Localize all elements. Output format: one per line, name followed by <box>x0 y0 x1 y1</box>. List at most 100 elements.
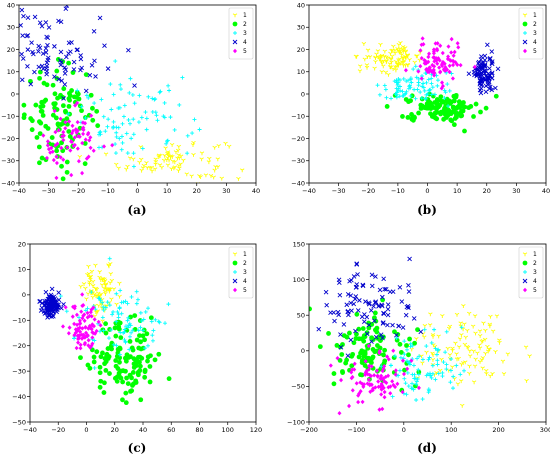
data-point <box>397 57 403 62</box>
data-point <box>130 92 135 97</box>
data-point <box>123 400 129 406</box>
data-point <box>448 380 453 385</box>
data-point <box>375 55 381 60</box>
series-5 <box>60 292 103 351</box>
data-point <box>465 328 470 333</box>
data-point <box>369 272 375 278</box>
legend-label: 3 <box>533 269 537 276</box>
data-point <box>41 309 47 314</box>
data-point <box>384 104 390 109</box>
data-point <box>497 338 502 343</box>
data-point <box>416 385 421 391</box>
data-point <box>396 77 401 82</box>
data-point <box>152 167 158 172</box>
data-point <box>92 317 97 322</box>
data-point <box>382 54 387 59</box>
data-point <box>78 67 83 73</box>
legend-marker <box>233 31 237 35</box>
data-point <box>142 374 148 380</box>
data-point <box>438 94 444 100</box>
data-point <box>367 363 372 369</box>
data-point <box>382 389 387 395</box>
data-point <box>106 336 111 341</box>
data-point <box>354 331 359 337</box>
data-point <box>372 318 377 324</box>
data-point <box>105 66 111 71</box>
data-point <box>78 53 83 58</box>
data-point <box>363 372 368 377</box>
data-point <box>124 167 129 172</box>
data-point <box>417 354 422 359</box>
data-point <box>455 104 460 110</box>
data-point <box>353 336 359 341</box>
data-point <box>408 85 413 90</box>
data-point <box>447 69 452 75</box>
data-point <box>61 86 67 92</box>
data-point <box>123 368 128 374</box>
data-point <box>446 44 451 49</box>
data-point <box>83 286 88 291</box>
data-point <box>348 337 354 343</box>
data-point <box>472 64 477 70</box>
data-point <box>165 138 170 143</box>
data-point <box>79 65 84 71</box>
data-point <box>173 150 179 155</box>
data-point <box>473 331 478 336</box>
data-point <box>88 277 93 282</box>
legend: 1 2 3 4 5 <box>518 7 544 60</box>
data-point <box>385 354 390 359</box>
y-tick-label: −40 <box>12 393 26 401</box>
data-point <box>396 42 402 47</box>
data-point <box>74 130 79 135</box>
data-point <box>414 337 419 341</box>
series-5 <box>328 343 421 416</box>
data-point <box>98 323 103 328</box>
data-point <box>430 334 436 339</box>
legend-label: 1 <box>243 12 247 19</box>
data-point <box>90 330 95 335</box>
data-point <box>478 64 483 70</box>
data-point <box>71 67 77 72</box>
data-point <box>65 145 70 150</box>
data-point <box>467 349 473 354</box>
data-point <box>78 342 83 348</box>
data-point <box>91 28 97 34</box>
data-point <box>61 301 66 307</box>
data-point <box>444 329 449 334</box>
y-tick-label: 30 <box>297 24 305 32</box>
data-point <box>19 51 24 57</box>
data-point <box>132 313 138 319</box>
data-point <box>420 397 425 402</box>
data-point <box>90 284 96 288</box>
data-point <box>427 323 433 328</box>
x-tick-label: 20 <box>483 187 491 195</box>
y-tick-label: −10 <box>12 317 26 325</box>
panel-label-a: (a) <box>127 203 146 217</box>
data-point <box>412 60 417 65</box>
data-point <box>158 89 163 94</box>
data-point <box>467 364 472 369</box>
data-point <box>85 306 90 311</box>
data-point <box>71 304 76 310</box>
data-point <box>366 343 371 349</box>
data-point <box>440 50 445 56</box>
data-point <box>373 334 379 340</box>
data-point <box>117 281 122 286</box>
legend-item: 3 <box>523 269 537 276</box>
data-point <box>66 103 72 109</box>
data-point <box>117 136 122 141</box>
data-point <box>124 324 129 329</box>
legend-marker <box>233 270 237 274</box>
y-tick-label: −100 <box>287 418 305 426</box>
data-point <box>459 403 465 408</box>
data-point <box>358 380 363 385</box>
legend-label: 3 <box>243 269 247 276</box>
data-point <box>127 90 132 95</box>
data-point <box>487 374 493 379</box>
data-point <box>449 50 454 55</box>
data-point <box>126 325 131 330</box>
legend-item: 2 <box>522 260 537 267</box>
data-point <box>382 347 388 353</box>
data-point <box>415 356 420 361</box>
data-point <box>44 68 50 74</box>
